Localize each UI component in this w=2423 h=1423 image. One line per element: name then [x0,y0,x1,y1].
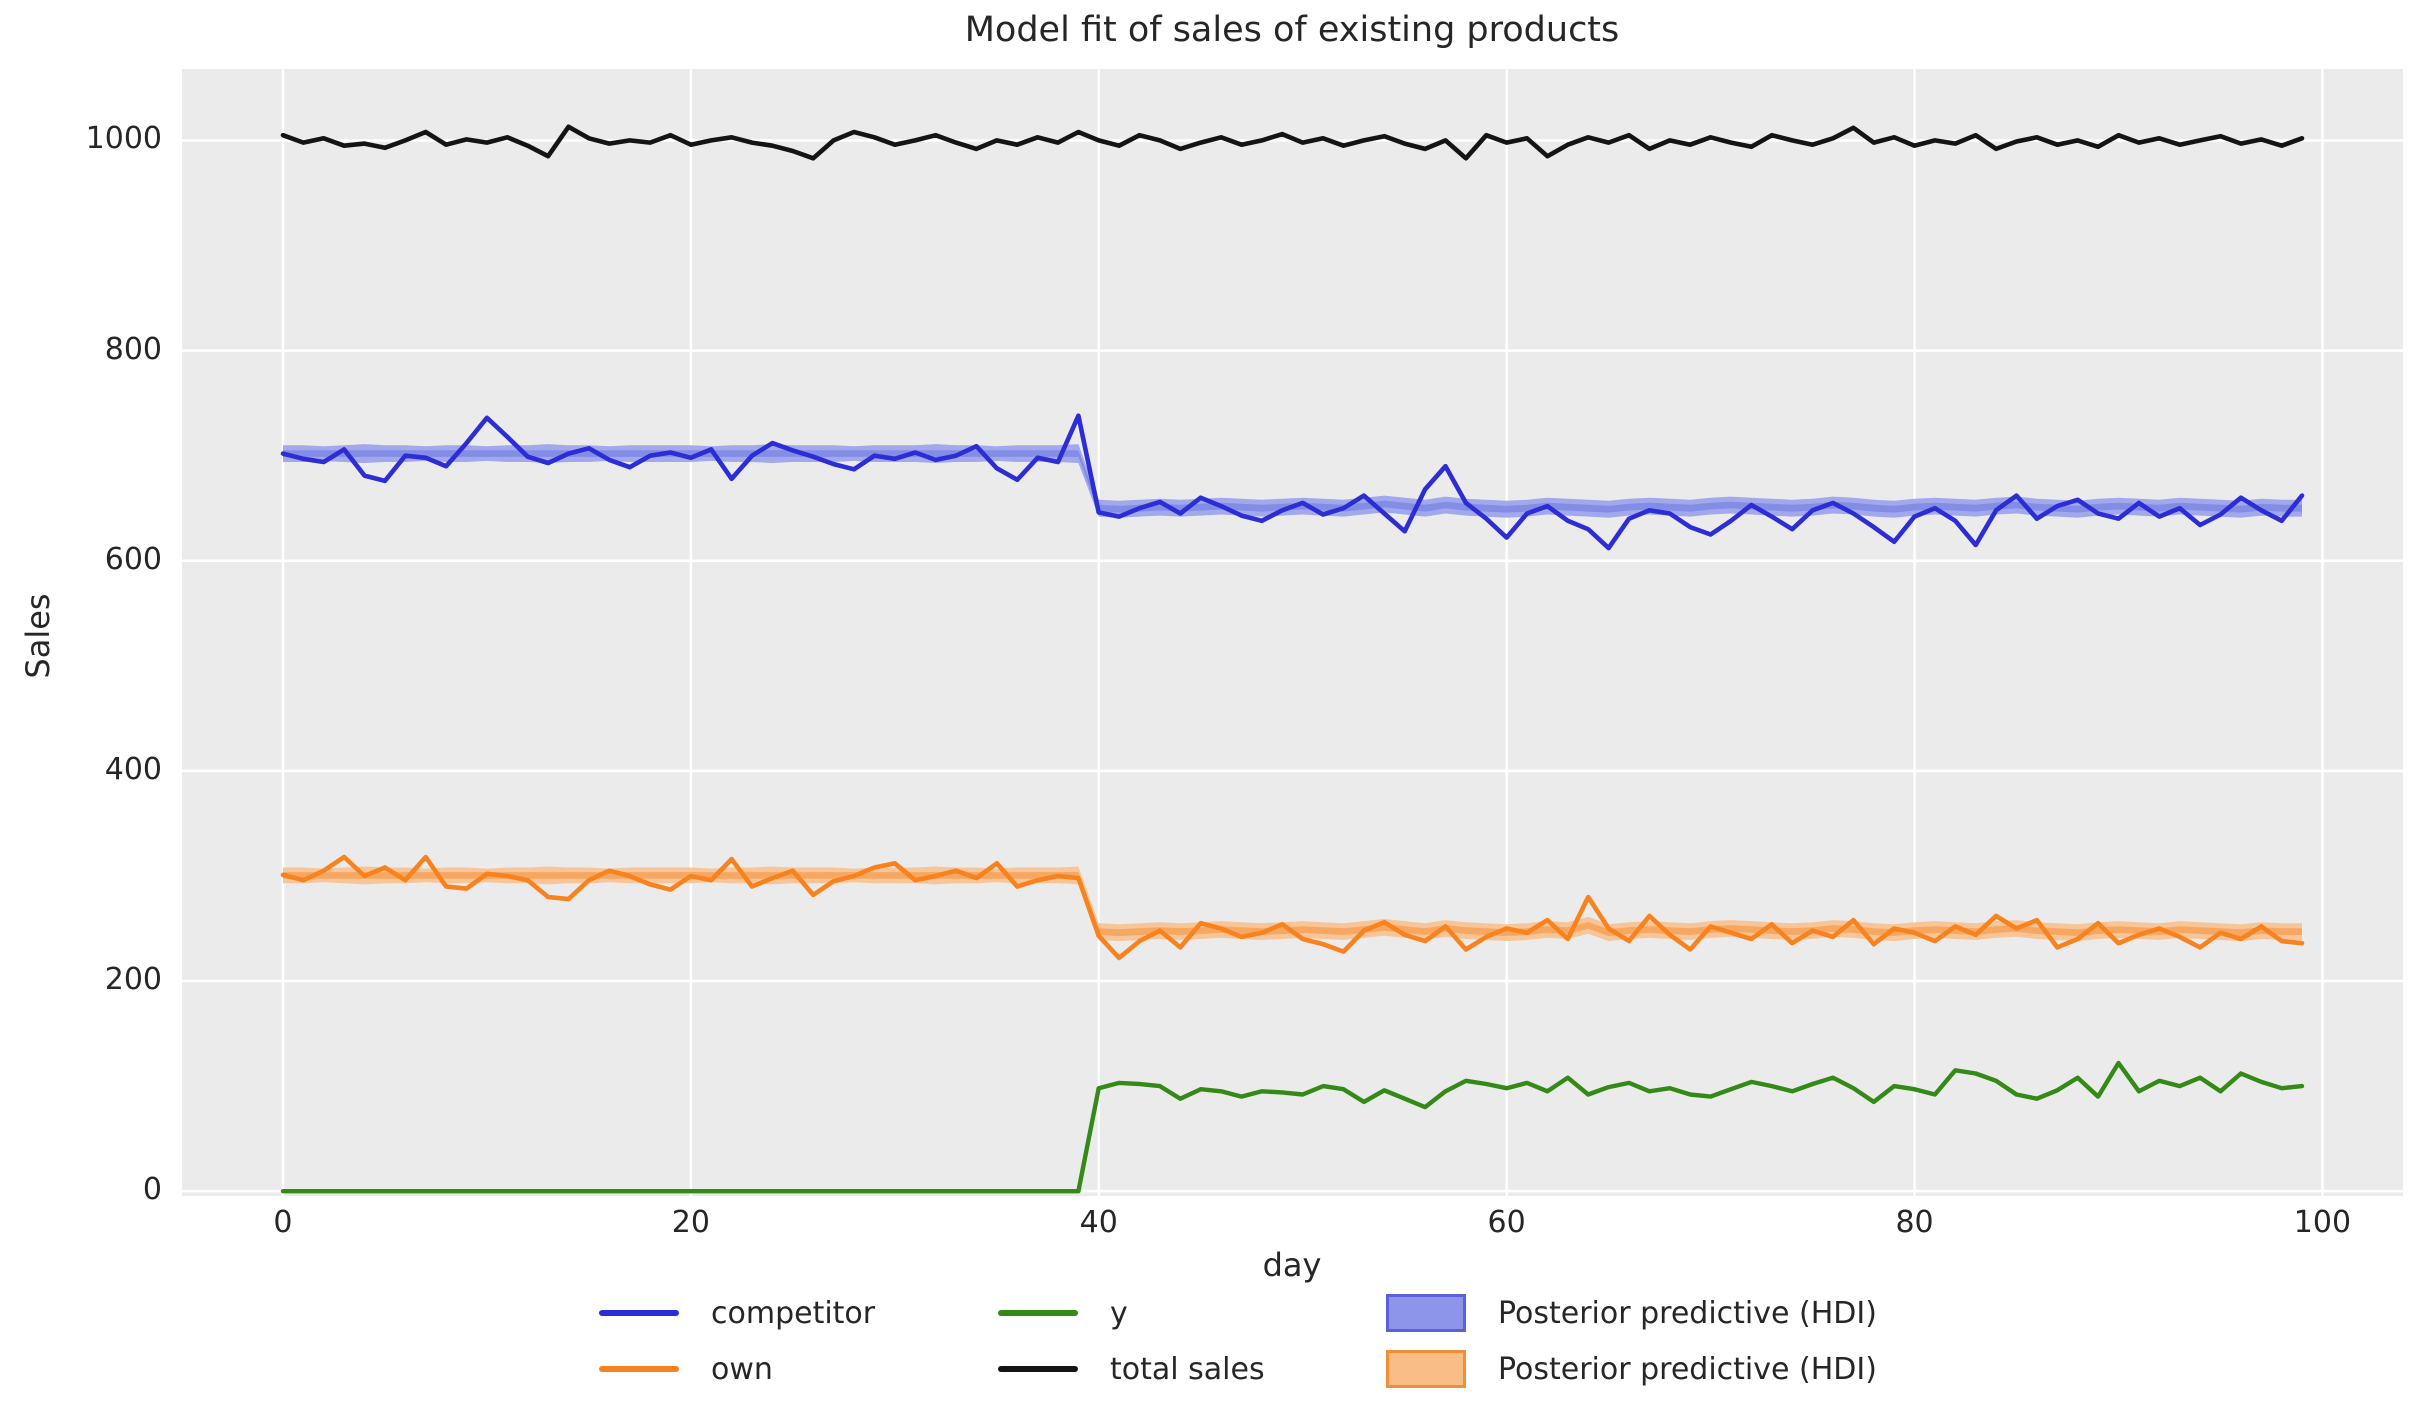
legend-item-posterior-predictive-hdi-blue: Posterior predictive (HDI) [1386,1291,1877,1335]
series-line-total-sales [280,124,2305,161]
legend-patch-swatch-orange [1386,1350,1466,1388]
x-tick-label: 60 [1487,1205,1526,1240]
legend-label: own [711,1351,773,1387]
y-tick-label: 0 [142,1172,162,1208]
legend-line-swatch-own [599,1366,679,1372]
legend-line-swatch-competitor [599,1310,679,1316]
x-tick-label: 100 [2293,1205,2352,1240]
series-line-y [280,1060,2305,1194]
series-line-own [280,854,2305,961]
y-tick-label: 200 [104,962,162,998]
y-tick-label: 800 [104,331,162,367]
legend-line-swatch-total-sales [998,1366,1078,1372]
hdi-band-core-own [283,872,2302,937]
plot-area [182,69,2403,1196]
legend-item-competitor: competitor [599,1291,875,1335]
legend-label: Posterior predictive (HDI) [1498,1295,1877,1331]
x-tick-label: 80 [1895,1205,1934,1240]
legend-label: competitor [711,1295,876,1331]
x-axis-label: day [1262,1246,1322,1284]
legend-label: y [1110,1295,1128,1331]
y-tick-label: 1000 [85,121,162,157]
legend-item-y: y [998,1291,1128,1335]
x-tick-label: 20 [671,1205,710,1240]
x-tick-label: 0 [273,1205,293,1240]
x-tick-label: 40 [1079,1205,1118,1240]
legend-patch-swatch-blue [1386,1294,1466,1332]
legend-label: total sales [1110,1351,1265,1387]
legend-item-posterior-predictive-hdi-orange: Posterior predictive (HDI) [1386,1347,1877,1391]
y-tick-label: 600 [104,541,162,577]
legend-item-total-sales: total sales [998,1347,1265,1391]
hdi-band-core-competitor [283,450,2302,513]
legend-line-swatch-y [998,1310,1078,1316]
y-tick-label: 400 [104,751,162,787]
series-line-competitor [280,413,2305,551]
legend-item-own: own [599,1347,773,1391]
chart-title: Model fit of sales of existing products [964,10,1620,50]
legend-label: Posterior predictive (HDI) [1498,1351,1877,1387]
